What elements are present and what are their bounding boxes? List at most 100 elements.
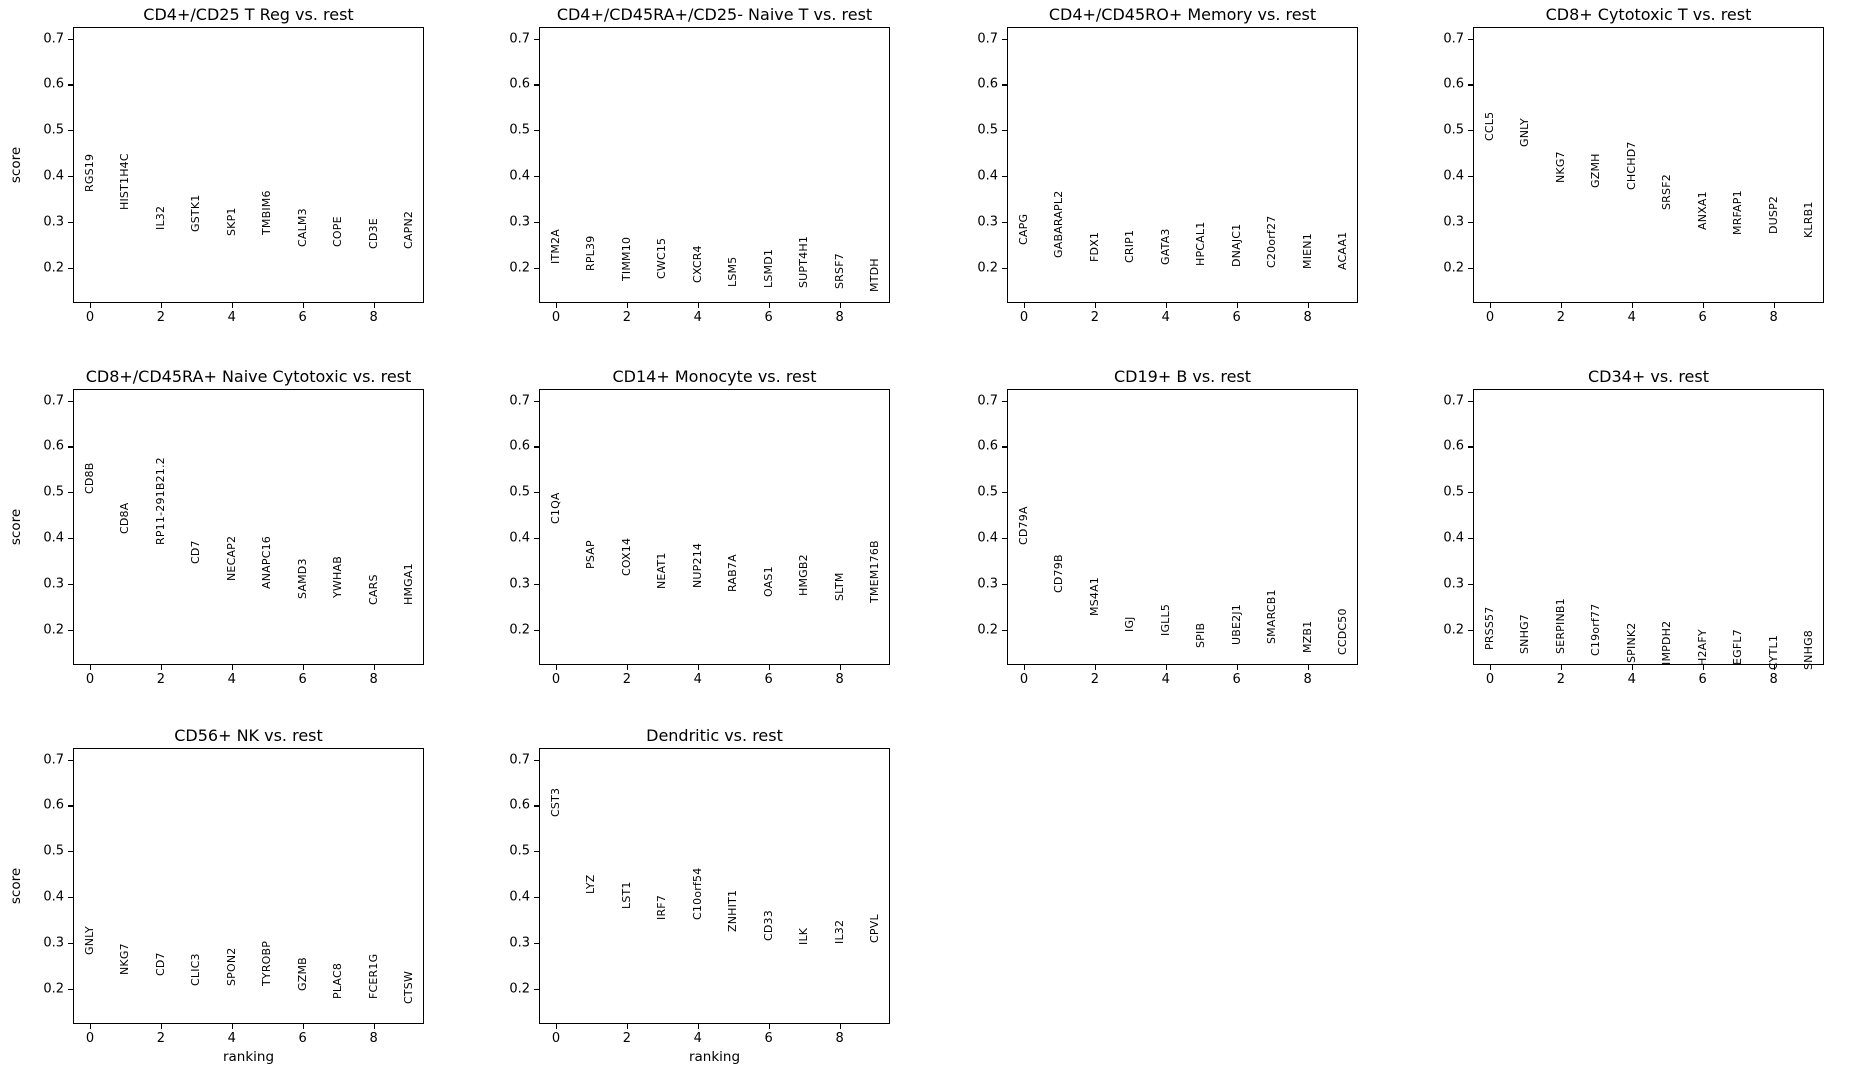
gene-label-gstk1: GSTK1 xyxy=(189,195,203,233)
y-tick-mark xyxy=(68,38,74,40)
gene-label-smarcb1: SMARCB1 xyxy=(1265,589,1279,645)
x-tick-mark xyxy=(555,664,558,670)
y-tick-mark xyxy=(534,221,540,224)
x-tick-mark xyxy=(1702,302,1704,308)
x-tick-mark xyxy=(1773,664,1775,670)
gene-label-cwc15: CWC15 xyxy=(655,237,669,280)
gene-label-plac8: PLAC8 xyxy=(331,962,345,999)
y-tick-mark xyxy=(1002,130,1008,132)
x-tick-mark xyxy=(160,302,163,308)
y-tick-mark xyxy=(68,267,74,269)
gene-label-spink2: SPINK2 xyxy=(1624,622,1638,664)
y-tick-mark xyxy=(1002,400,1008,402)
y-tick-mark xyxy=(1468,492,1474,494)
x-tick-mark xyxy=(373,1023,375,1029)
x-tick-label: 6 xyxy=(1698,672,1707,687)
gene-label-c19orf77: C19orf77 xyxy=(1589,603,1603,656)
gene-label-supt4h1: SUPT4H1 xyxy=(797,235,811,288)
gene-label-cytl1: CYTL1 xyxy=(1766,635,1780,671)
y-axis-label: score xyxy=(8,508,24,546)
gene-label-sltm: SLTM xyxy=(832,572,846,601)
y-tick-label: 0.7 xyxy=(43,31,64,47)
y-tick-label: 0.2 xyxy=(977,260,998,276)
y-tick-label: 0.4 xyxy=(43,168,64,184)
y-tick-label: 0.7 xyxy=(977,393,998,409)
gene-label-cope: COPE xyxy=(331,215,345,247)
y-tick-label: 0.6 xyxy=(43,797,64,813)
y-tick-mark xyxy=(1002,221,1008,224)
x-tick-mark xyxy=(1631,302,1633,308)
y-tick-mark xyxy=(1468,176,1474,178)
y-tick-mark xyxy=(68,221,74,224)
gene-label-il32: IL32 xyxy=(154,206,168,231)
y-tick-label: 0.7 xyxy=(977,31,998,47)
y-tick-mark xyxy=(534,538,540,540)
y-tick-mark xyxy=(68,583,74,586)
y-tick-mark xyxy=(534,492,540,494)
gene-label-gnly: GNLY xyxy=(1518,118,1532,148)
x-tick-mark xyxy=(839,1023,841,1029)
y-tick-mark xyxy=(1468,84,1474,86)
y-tick-label: 0.5 xyxy=(43,843,64,859)
x-tick-mark xyxy=(626,302,629,308)
x-tick-label: 8 xyxy=(1303,672,1312,687)
y-tick-mark xyxy=(1468,538,1474,540)
y-tick-label: 0.5 xyxy=(43,484,64,500)
x-tick-label: 8 xyxy=(1769,672,1778,687)
subplot-title: CD4+/CD45RO+ Memory vs. rest xyxy=(1048,5,1317,24)
y-tick-label: 0.5 xyxy=(977,122,998,138)
gene-label-fdx1: FDX1 xyxy=(1088,231,1102,262)
y-tick-mark xyxy=(68,130,74,132)
y-axis-label: score xyxy=(8,146,24,184)
x-tick-label: 4 xyxy=(693,1031,702,1046)
gene-label-rpl39: RPL39 xyxy=(584,235,598,271)
gene-label-znhit1: ZNHIT1 xyxy=(726,889,740,932)
y-axis-label: score xyxy=(8,867,24,905)
y-tick-label: 0.2 xyxy=(509,981,530,997)
y-tick-label: 0.3 xyxy=(43,214,64,230)
gene-label-ms4a1: MS4A1 xyxy=(1088,577,1102,617)
y-tick-mark xyxy=(68,897,74,899)
x-tick-mark xyxy=(89,1023,92,1029)
gene-label-neat1: NEAT1 xyxy=(655,552,669,589)
y-tick-mark xyxy=(534,629,540,631)
x-tick-label: 0 xyxy=(551,310,561,325)
x-tick-mark xyxy=(1307,302,1309,308)
gene-label-hist1h4c: HIST1H4C xyxy=(118,153,132,210)
gene-label-oas1: OAS1 xyxy=(761,566,775,598)
y-tick-mark xyxy=(1002,492,1008,494)
axes-box-cd56-nk-vs-rest: CD56+ NK vs. rest 0.2 0.3 0.4 0.5 0.6 0.7 0 2 4 6 8… xyxy=(8,726,424,1065)
gene-label-gabarapl2: GABARAPL2 xyxy=(1052,190,1066,258)
gene-label-cars: CARS xyxy=(366,573,380,605)
subplot-title: CD8+ Cytotoxic T vs. rest xyxy=(1545,5,1752,24)
gene-label-cd79a: CD79A xyxy=(1017,506,1031,545)
gene-label-mrfap1: MRFAP1 xyxy=(1731,189,1745,235)
y-tick-mark xyxy=(1002,538,1008,540)
subplot-title: CD19+ B vs. rest xyxy=(1113,367,1252,386)
y-tick-mark xyxy=(68,400,74,402)
y-tick-label: 0.4 xyxy=(977,530,998,546)
gene-label-acaa1: ACAA1 xyxy=(1336,231,1350,270)
x-tick-mark xyxy=(1236,664,1238,670)
y-tick-mark xyxy=(1468,446,1474,448)
x-tick-mark xyxy=(1094,302,1097,308)
y-tick-mark xyxy=(1002,583,1008,586)
subplot-title: CD56+ NK vs. rest xyxy=(174,726,323,745)
gene-label-mzb1: MZB1 xyxy=(1300,620,1314,653)
y-tick-label: 0.3 xyxy=(43,935,64,951)
x-tick-label: 0 xyxy=(1485,310,1495,325)
y-tick-label: 0.7 xyxy=(43,393,64,409)
gene-label-snhg7: SNHG7 xyxy=(1518,613,1532,654)
gene-label-igll5: IGLL5 xyxy=(1158,604,1172,637)
y-tick-mark xyxy=(68,851,74,853)
gene-label-nkg7: NKG7 xyxy=(118,943,132,976)
y-tick-label: 0.3 xyxy=(1443,576,1464,592)
gene-label-psap: PSAP xyxy=(584,540,598,569)
axes-box-cd14-monocyte-vs-rest: CD14+ Monocyte vs. rest 0.2 0.3 0.4 0.5 0.6 0.… xyxy=(509,367,890,686)
gene-label-cd8b: CD8B xyxy=(83,462,97,494)
axes-box-cd4-cd45ro-memory-vs-rest: CD4+/CD45RO+ Memory vs. rest 0.2 0.3 0.4 0.5… xyxy=(977,5,1358,324)
gene-label-anxa1: ANXA1 xyxy=(1695,191,1709,231)
x-tick-mark xyxy=(231,1023,233,1029)
x-tick-mark xyxy=(1702,664,1704,670)
x-tick-label: 0 xyxy=(1019,672,1029,687)
